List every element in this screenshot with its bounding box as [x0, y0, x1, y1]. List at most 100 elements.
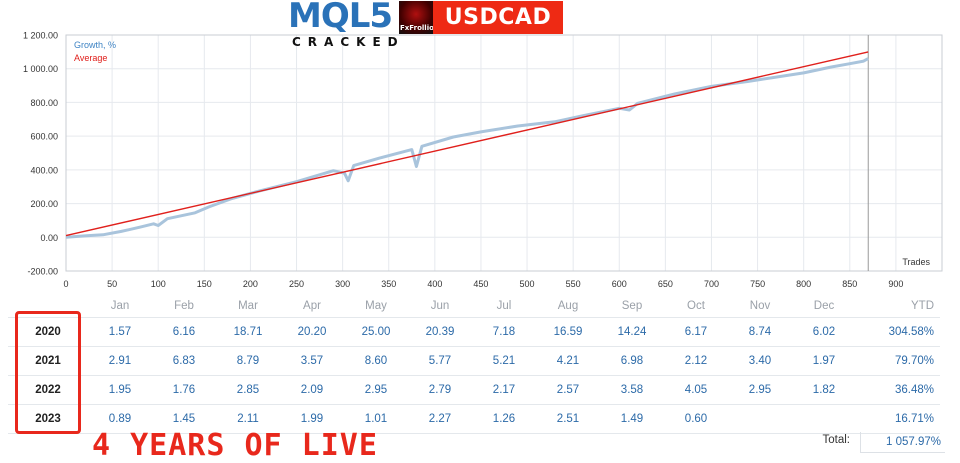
growth-chart: -200.00 0.00 200.00 400.00 600.00 800.00 1 000…: [23, 31, 943, 289]
x-tick-label: 200: [243, 279, 258, 289]
avatar-caption: FxFrolliove: [400, 24, 444, 32]
table-header-row: Jan Feb Mar Apr May Jun Jul Aug Sep Oct …: [8, 295, 940, 318]
table-row: 2020 1.57 6.16 18.71 20.20 25.00 20.39 7…: [8, 317, 940, 347]
x-tick-label: 150: [197, 279, 212, 289]
y-tick-label: 1 000.00: [23, 64, 58, 74]
average-series-line: [65, 51, 869, 237]
year-cell: 2020: [8, 317, 88, 347]
year-cell: 2021: [8, 346, 88, 376]
x-tick-label: 300: [335, 279, 350, 289]
month-value: 2.51: [536, 404, 600, 434]
month-value: [792, 404, 856, 434]
month-value: 4.21: [536, 346, 600, 376]
month-header: Apr: [303, 300, 321, 312]
month-value: 25.00: [344, 317, 408, 347]
x-tick-label: 650: [658, 279, 673, 289]
y-tick-label: 1 200.00: [23, 31, 58, 41]
month-value: 2.09: [280, 375, 344, 405]
month-value: 16.59: [536, 317, 600, 347]
month-value: 2.91: [88, 346, 152, 376]
x-tick-label: 350: [381, 279, 396, 289]
y-tick-label: -200.00: [27, 267, 58, 277]
y-tick-label: 0.00: [40, 233, 58, 243]
month-value: 6.16: [152, 317, 216, 347]
plot-frame: [65, 34, 943, 272]
x-tick-label: 50: [107, 279, 117, 289]
month-value: 2.95: [344, 375, 408, 405]
x-tick-label: 750: [750, 279, 765, 289]
month-value: 1.95: [88, 375, 152, 405]
month-value: 1.26: [472, 404, 536, 434]
month-value: 8.79: [216, 346, 280, 376]
ytd-value: 36.48%: [856, 375, 940, 405]
month-value: [728, 404, 792, 434]
month-value: 2.11: [216, 404, 280, 434]
x-tick-label: 850: [842, 279, 857, 289]
logo-subtitle: CRACKED: [292, 35, 405, 49]
author-avatar: FxFrolliove: [399, 1, 443, 34]
month-value: 3.57: [280, 346, 344, 376]
live-banner: 4 YEARS OF LIVE: [92, 428, 378, 463]
month-value: 8.74: [728, 317, 792, 347]
x-tick-label: 100: [151, 279, 166, 289]
table-row: 2022 1.95 1.76 2.85 2.09 2.95 2.79 2.17 …: [8, 375, 940, 405]
month-value: 1.01: [344, 404, 408, 434]
total-value: 1 057.97%: [860, 432, 945, 453]
x-tick-label: 600: [612, 279, 627, 289]
month-value: 6.98: [600, 346, 664, 376]
month-header: Jul: [496, 300, 512, 312]
y-tick-label: 400.00: [30, 165, 58, 175]
month-header: Jan: [110, 300, 130, 312]
ytd-header: YTD: [911, 300, 934, 312]
month-header: Jun: [430, 300, 450, 312]
month-value: 8.60: [344, 346, 408, 376]
month-value: 0.60: [664, 404, 728, 434]
x-tick-label: 550: [566, 279, 581, 289]
x-tick-label: 700: [704, 279, 719, 289]
month-header: Aug: [557, 300, 579, 312]
x-tick-label: 800: [796, 279, 811, 289]
month-value: 2.57: [536, 375, 600, 405]
y-tick-label: 800.00: [30, 98, 58, 108]
ytd-value: 304.58%: [856, 317, 940, 347]
x-tick-label: 500: [520, 279, 535, 289]
month-value: 2.95: [728, 375, 792, 405]
ytd-value: 16.71%: [856, 404, 940, 434]
month-value: 14.24: [600, 317, 664, 347]
month-value: 1.97: [792, 346, 856, 376]
month-value: 1.99: [280, 404, 344, 434]
month-value: 2.17: [472, 375, 536, 405]
x-tick-label: 0: [63, 279, 68, 289]
y-tick-label: 600.00: [30, 132, 58, 142]
month-value: 18.71: [216, 317, 280, 347]
month-value: 1.82: [792, 375, 856, 405]
month-value: 5.21: [472, 346, 536, 376]
month-value: 20.39: [408, 317, 472, 347]
legend-entry: Growth, %: [74, 40, 116, 50]
x-tick-label: 900: [888, 279, 903, 289]
monthly-returns-table: Jan Feb Mar Apr May Jun Jul Aug Sep Oct …: [8, 295, 940, 434]
month-header: Feb: [174, 300, 194, 312]
x-tick-label: 450: [473, 279, 488, 289]
month-value: 2.12: [664, 346, 728, 376]
ytd-value: 79.70%: [856, 346, 940, 376]
table-row: 2023 0.89 1.45 2.11 1.99 1.01 2.27 1.26 …: [8, 404, 940, 434]
month-header: Dec: [813, 300, 835, 312]
year-cell: 2022: [8, 375, 88, 405]
month-header: May: [365, 300, 387, 312]
month-value: 4.05: [664, 375, 728, 405]
month-header: Sep: [621, 300, 643, 312]
month-value: 20.20: [280, 317, 344, 347]
month-value: 1.45: [152, 404, 216, 434]
x-tick-label: 400: [427, 279, 442, 289]
mql5-logo: MQL5 CRACKED: [288, 0, 398, 50]
logo-text: MQL5: [288, 0, 393, 36]
month-value: 2.85: [216, 375, 280, 405]
month-value: 0.89: [88, 404, 152, 434]
symbol-badge: USDCAD: [433, 1, 563, 34]
years-highlight-box: [15, 311, 81, 434]
month-value: 6.02: [792, 317, 856, 347]
month-value: 3.58: [600, 375, 664, 405]
y-tick-label: 200.00: [30, 199, 58, 209]
month-value: 5.77: [408, 346, 472, 376]
